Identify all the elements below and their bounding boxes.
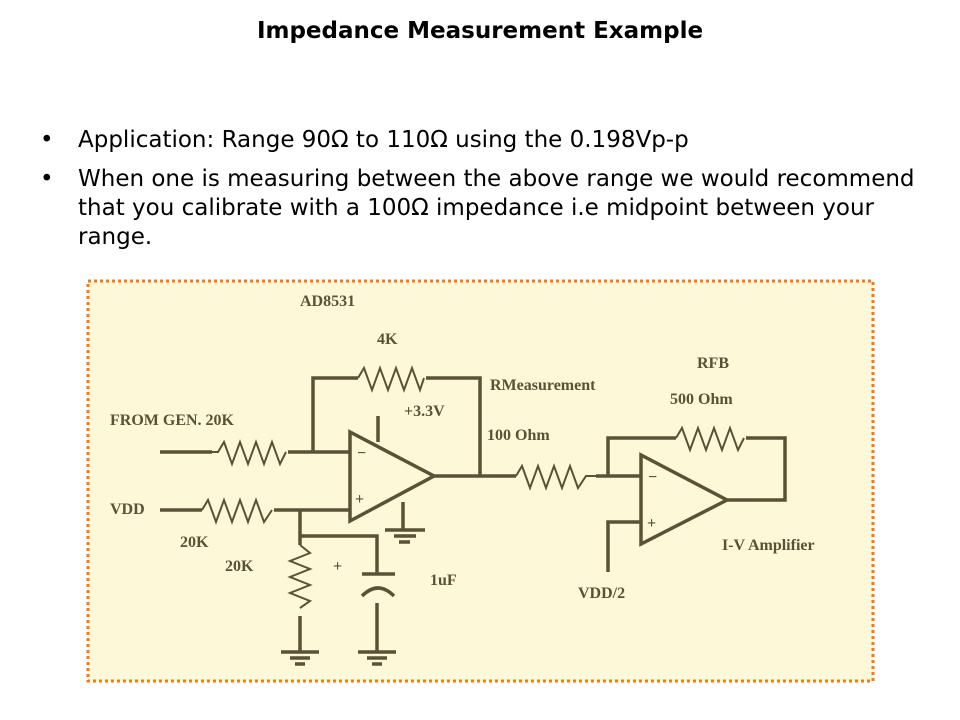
feedback-wire (311, 376, 482, 476)
divider-resistor (287, 544, 313, 609)
label-rfb: RFB (697, 355, 729, 372)
label-500-ohm: 500 Ohm (670, 391, 733, 408)
opamp2-inverting-sign: − (648, 469, 657, 486)
vdd-half-wire (606, 520, 641, 572)
bullet-list: • Application: Range 90Ω to 110Ω using th… (40, 126, 920, 262)
slide-title: Impedance Measurement Example (256, 18, 704, 44)
label-cap-plus: + (333, 558, 342, 575)
rfb-feedback-wire (606, 436, 787, 502)
bullet-item: • When one is measuring between the above… (40, 165, 920, 252)
label-supply: +3.3V (404, 403, 445, 420)
ground-icon (281, 616, 319, 666)
label-4k: 4K (377, 331, 398, 348)
gen-resistor (212, 439, 287, 467)
bullet-icon: • (40, 127, 54, 153)
label-100-ohm: 100 Ohm (487, 427, 550, 444)
label-1uf: 1uF (430, 572, 457, 589)
bullet-text: When one is measuring between the above … (78, 166, 915, 250)
label-vdd-half: VDD/2 (578, 585, 625, 602)
capacitor-curved-plate (360, 586, 396, 598)
label-divider-resistor: 20K (225, 558, 254, 575)
label-from-gen: FROM GEN. 20K (110, 412, 235, 429)
label-rmeasurement: RMeasurement (490, 377, 596, 394)
ground-icon (385, 502, 425, 544)
rfb-resistor (675, 425, 745, 453)
divider-wire (298, 510, 379, 574)
label-vdd: VDD (110, 501, 145, 518)
bullet-text: Application: Range 90Ω to 110Ω using the… (78, 127, 689, 153)
ground-icon (358, 603, 396, 666)
opamp1-inverting-sign: − (357, 445, 366, 462)
opamp1-noninverting-sign: + (355, 491, 364, 508)
diagram-frame (86, 279, 875, 683)
opamp-ad8531 (348, 429, 438, 524)
label-vdd-resistor: 20K (180, 534, 209, 551)
label-iv-amplifier: I-V Amplifier (722, 537, 815, 554)
vdd-resistor (201, 497, 273, 525)
label-ad8531: AD8531 (300, 293, 355, 310)
feedback-resistor-4k (357, 365, 425, 394)
bullet-item: • Application: Range 90Ω to 110Ω using th… (40, 126, 920, 155)
rmeasurement-resistor (515, 463, 596, 491)
opamp2-noninverting-sign: + (647, 515, 656, 532)
bullet-icon: • (40, 166, 54, 192)
opamp-iv-amplifier (639, 452, 731, 547)
